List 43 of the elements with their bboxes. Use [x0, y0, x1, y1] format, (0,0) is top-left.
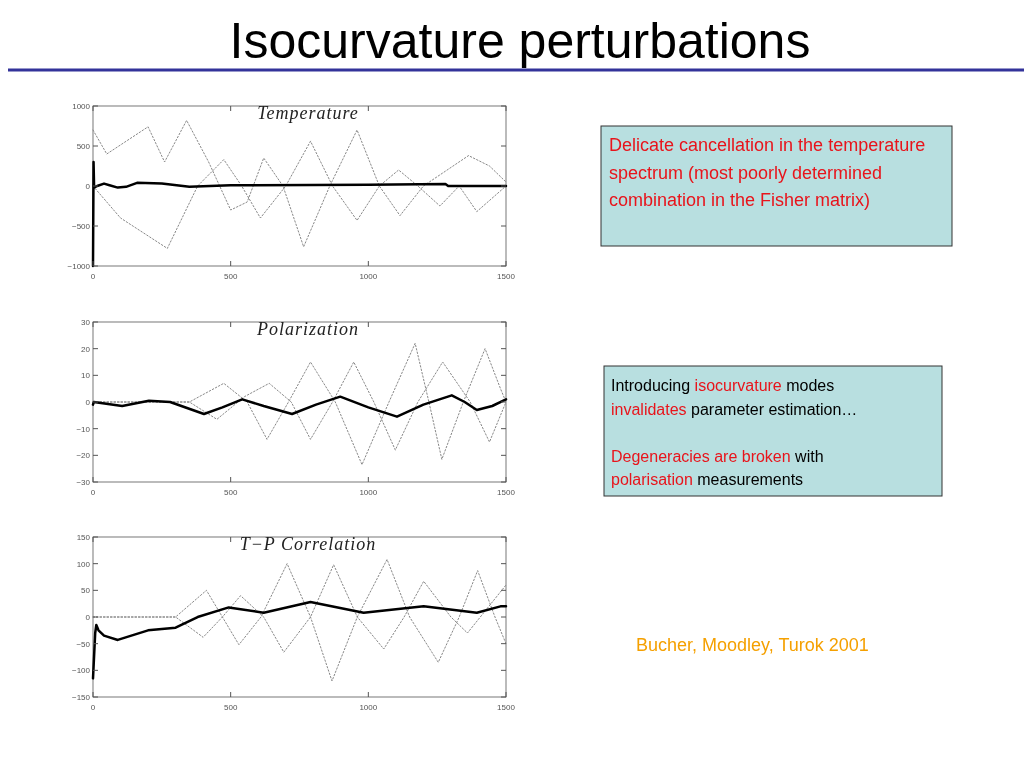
y-tick-label: 0 [85, 398, 91, 407]
text: Delicate cancellation in the temperature spectrum (most poorly determined combination in the Fisher matrix) [609, 135, 926, 210]
y-tick-label: 20 [81, 344, 91, 354]
text: isocurvature [694, 377, 782, 394]
y-tick-label: −30 [76, 478, 91, 487]
text: parameter estimation… [686, 400, 858, 418]
chart-title: T−P Correlation [239, 534, 377, 554]
x-tick-label: 1000 [359, 272, 378, 281]
y-tick-label: 150 [76, 533, 91, 542]
text: invalidates [611, 400, 687, 418]
y-tick-label: −150 [71, 693, 91, 702]
text: measurements [692, 471, 804, 488]
y-tick-label: 30 [81, 318, 91, 327]
x-tick-label: 1000 [359, 703, 378, 712]
x-tick-label: 1000 [359, 488, 378, 497]
x-tick-label: 500 [223, 272, 238, 281]
y-tick-label: 50 [81, 586, 91, 596]
chart-title: Temperature [257, 103, 359, 123]
y-tick-label: −20 [76, 451, 91, 461]
y-tick-label: −500 [71, 222, 91, 231]
y-tick-label: 10 [81, 371, 91, 381]
x-tick-label: 1500 [497, 272, 516, 281]
y-tick-label: 0 [85, 613, 91, 622]
x-tick-label: 1500 [497, 488, 516, 497]
text: Bucher, Moodley, Turok 2001 [636, 635, 869, 655]
text: Degeneracies are broken [611, 447, 791, 465]
y-tick-label: −100 [71, 666, 91, 676]
y-tick-label: −50 [76, 639, 91, 649]
text: Introducing [611, 377, 695, 394]
x-tick-label: 1500 [497, 703, 516, 712]
text: modes [781, 377, 835, 394]
text: polarisation [611, 471, 693, 488]
y-tick-label: −10 [76, 424, 91, 434]
text: Isocurvature perturbations [229, 13, 811, 69]
chart-title: Polarization [255, 319, 360, 339]
y-tick-label: 100 [76, 559, 91, 569]
y-tick-label: 1000 [72, 102, 91, 111]
y-tick-label: −1000 [67, 262, 91, 271]
text: with [790, 447, 824, 465]
x-tick-label: 500 [223, 703, 238, 712]
x-tick-label: 500 [223, 488, 238, 497]
y-tick-label: 0 [85, 182, 91, 191]
y-tick-label: 500 [76, 142, 91, 151]
